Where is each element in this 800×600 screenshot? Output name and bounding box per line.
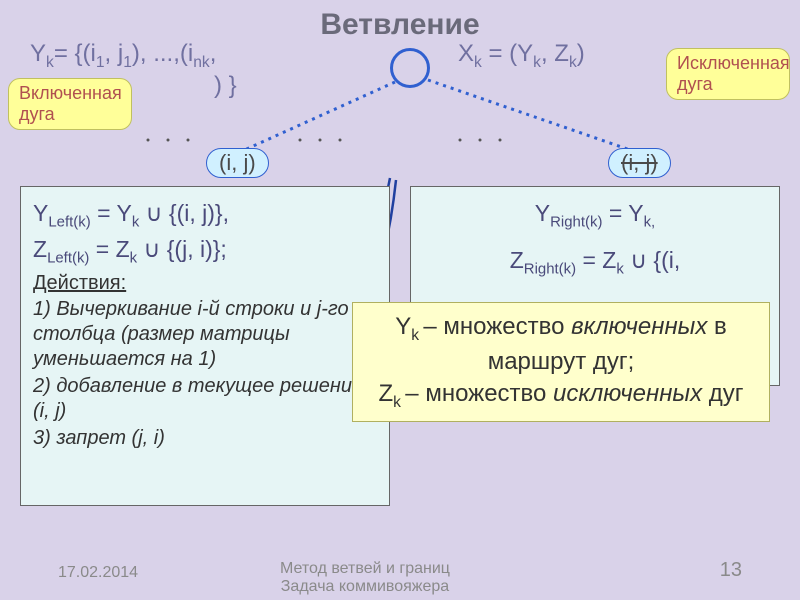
left-formula-box: YLeft(k) = Yk ∪ {(i, j)}, ZLeft(k) = Zk … — [20, 186, 390, 506]
formula-yk: Yk= {(i1, j1), ...,(ink, — [30, 40, 216, 72]
right-z-formula: ZRight(k) = Zk ∪ {(i, — [423, 247, 767, 278]
tree-root-node — [390, 48, 430, 88]
footer-page-number: 13 — [720, 559, 742, 582]
left-y-formula: YLeft(k) = Yk ∪ {(i, j)}, — [33, 200, 377, 231]
action-3: 3) запрет (j, i) — [33, 426, 377, 451]
right-y-formula: YRight(k) = Yk, — [423, 200, 767, 231]
action-1: 1) Вычеркивание i-й строки и j-го столбц… — [33, 297, 377, 372]
callout-included-arc: Включенная дуга — [8, 78, 132, 130]
formula-xk: Xk = (Yk, Zk) — [458, 40, 585, 72]
edge-label-ij-left: (i, j) — [206, 148, 269, 178]
edge-label-ij-right: (i, j) — [608, 148, 671, 178]
footer-source: Метод ветвей и границ Задача коммивояжер… — [280, 560, 450, 596]
footer-date: 17.02.2014 — [58, 564, 138, 582]
note-yk-zk: Yk – множество включенных в маршрут дуг;… — [352, 302, 770, 422]
action-2: 2) добавление в текущее решение (i, j) — [33, 374, 377, 424]
actions-heading: Действия: — [33, 272, 377, 295]
formula-yk-line2: ) } — [214, 72, 237, 100]
slide-title: Ветвление — [0, 8, 800, 42]
left-z-formula: ZLeft(k) = Zk ∪ {(j, i)}; — [33, 236, 377, 267]
callout-excluded-arc: Исключенная дуга — [666, 48, 790, 100]
